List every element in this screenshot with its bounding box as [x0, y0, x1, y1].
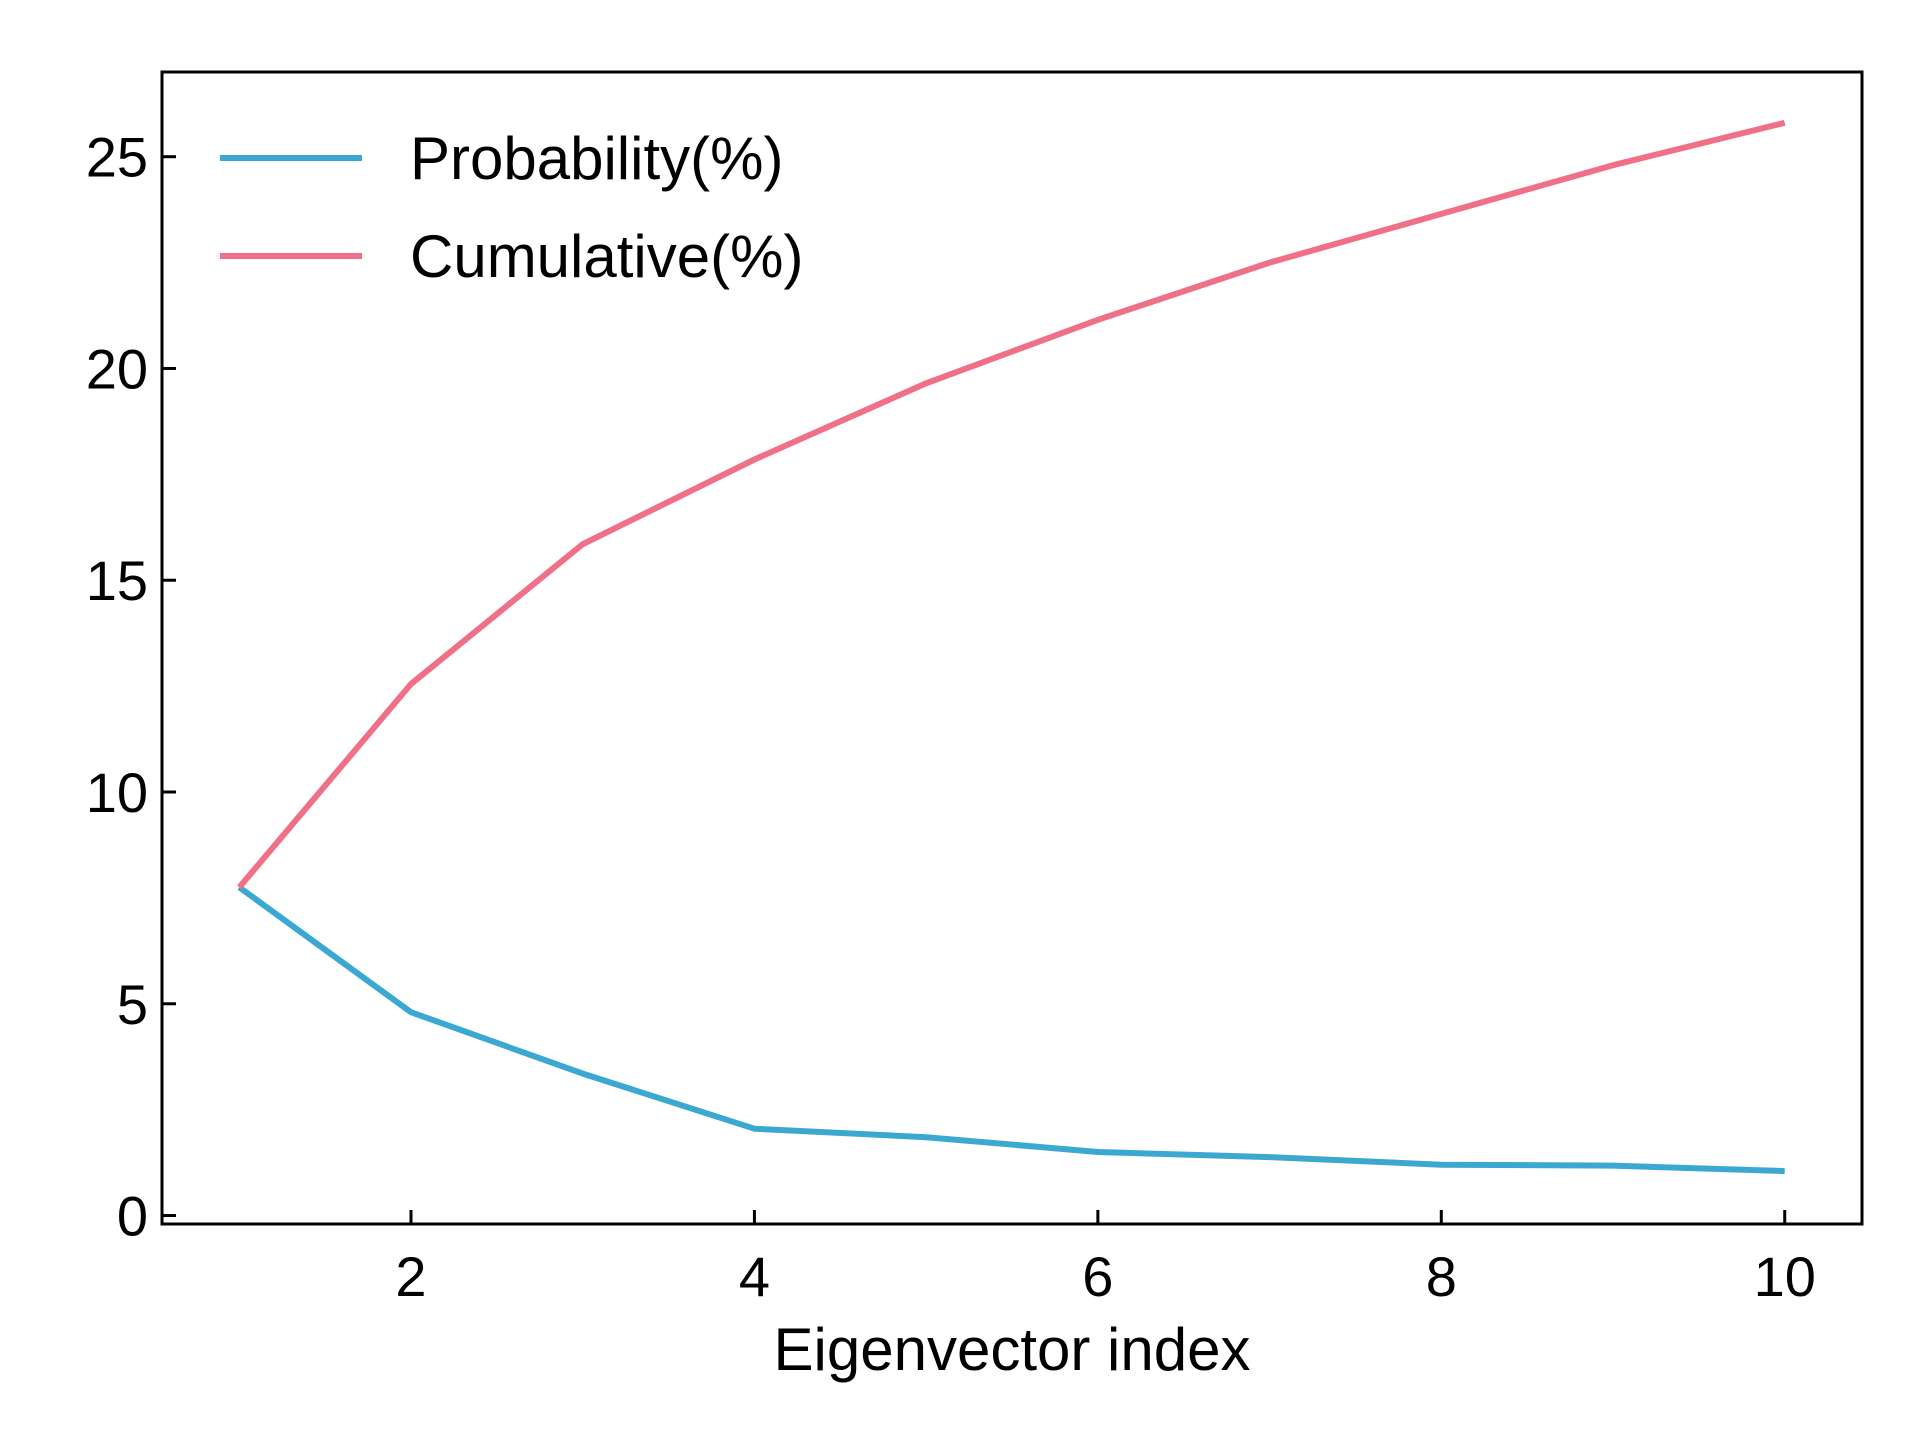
y-tick-label-5: 25 [86, 126, 148, 189]
x-tick-label-4: 10 [1754, 1245, 1816, 1308]
legend: Probability(%) Cumulative(%) [220, 125, 803, 290]
series-lines [237, 119, 1786, 1175]
y-tick-label-3: 15 [86, 549, 148, 612]
y-tick-label-0: 0 [117, 1185, 148, 1248]
x-tick-label-3: 8 [1426, 1245, 1457, 1308]
series-line-1 [237, 119, 1786, 890]
y-tick-label-4: 20 [86, 337, 148, 400]
legend-label-1: Cumulative(%) [410, 223, 803, 290]
series-line-0 [237, 884, 1785, 1175]
x-axis-label: Eigenvector index [774, 1316, 1251, 1383]
x-tick-label-1: 4 [739, 1245, 770, 1308]
x-tick-label-2: 6 [1082, 1245, 1113, 1308]
y-tick-label-1: 5 [117, 973, 148, 1036]
legend-label-0: Probability(%) [410, 125, 783, 192]
y-tick-label-2: 10 [86, 761, 148, 824]
plot-frame [160, 70, 1864, 1226]
axis-ticks: 2 4 6 8 10 0 5 10 15 20 25 [86, 126, 1816, 1308]
x-tick-label-0: 2 [395, 1245, 426, 1308]
